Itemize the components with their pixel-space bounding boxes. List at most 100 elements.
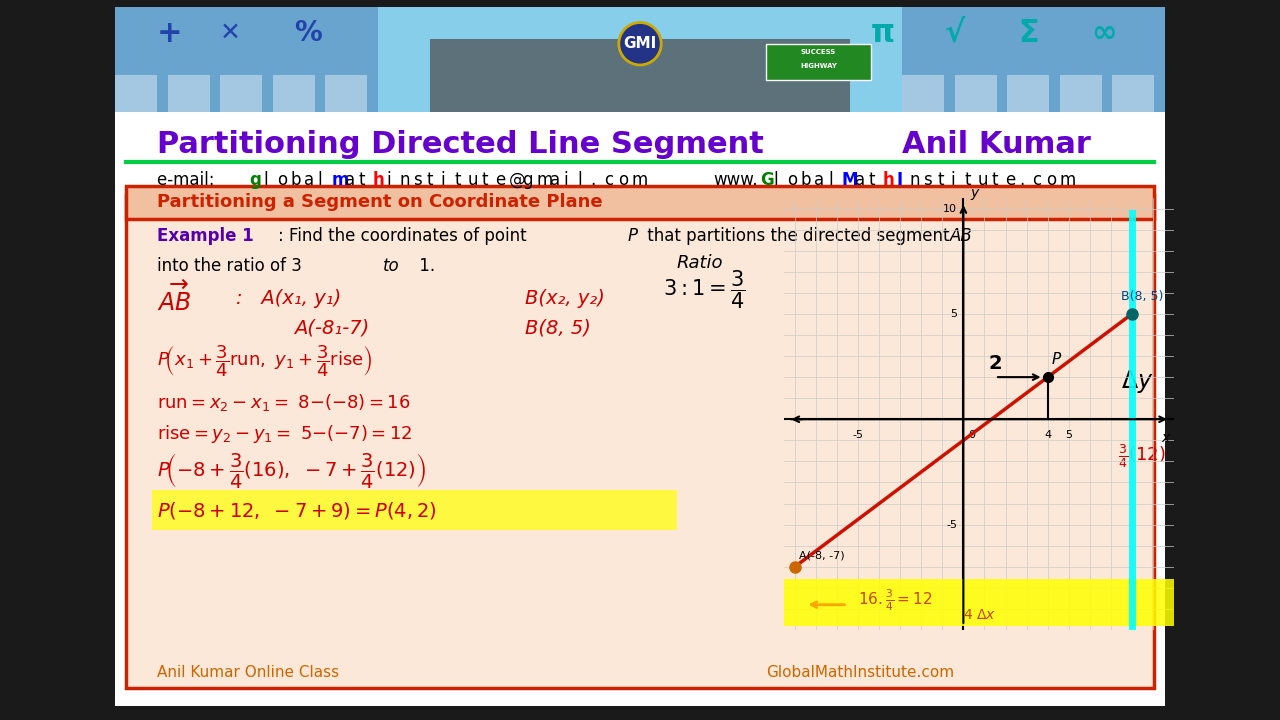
Text: i: i (563, 171, 568, 189)
Text: 5: 5 (950, 309, 957, 319)
Text: u: u (978, 171, 988, 189)
Text: s: s (923, 171, 932, 189)
Bar (325, 75, 367, 112)
Text: y: y (970, 186, 979, 200)
Text: B(x₂, y₂): B(x₂, y₂) (525, 289, 604, 308)
Text: Ratio: Ratio (677, 254, 723, 272)
Text: x: x (1161, 431, 1170, 445)
Text: M: M (841, 171, 858, 189)
Text: $3:1=\dfrac{3}{4}$: $3:1=\dfrac{3}{4}$ (663, 269, 746, 311)
Text: Anil Kumar Online Class: Anil Kumar Online Class (157, 665, 339, 680)
Text: a: a (855, 171, 865, 189)
Bar (1060, 75, 1102, 112)
Text: c: c (1033, 171, 1042, 189)
Text: $\frac{3}{4}(12)$: $\frac{3}{4}(12)$ (1117, 442, 1165, 470)
Text: o: o (1046, 171, 1056, 189)
Text: m: m (332, 171, 348, 189)
Text: to: to (383, 257, 399, 275)
Text: l: l (773, 171, 778, 189)
Text: 0: 0 (969, 430, 975, 440)
Text: GMI: GMI (623, 36, 657, 51)
Text: G: G (759, 171, 773, 189)
Text: Example 1: Example 1 (157, 228, 253, 246)
Text: l: l (577, 171, 581, 189)
Text: $P\!\left(x_1+\dfrac{3}{4}\mathrm{run},\ y_1+\dfrac{3}{4}\mathrm{rise}\right)$: $P\!\left(x_1+\dfrac{3}{4}\mathrm{run},\… (157, 343, 372, 379)
Bar (1112, 75, 1155, 112)
Text: A(-8₁-7): A(-8₁-7) (293, 319, 369, 338)
Text: +: + (157, 19, 183, 48)
Text: i: i (951, 171, 955, 189)
Text: I: I (896, 171, 902, 189)
Text: h: h (372, 171, 384, 189)
Text: : Find the coordinates of point: : Find the coordinates of point (278, 228, 531, 246)
Text: c: c (604, 171, 613, 189)
Text: a: a (549, 171, 559, 189)
Text: h: h (882, 171, 895, 189)
Text: a: a (814, 171, 824, 189)
Text: $16.\frac{3}{4}=12$: $16.\frac{3}{4}=12$ (858, 588, 933, 613)
Text: t: t (428, 171, 434, 189)
Text: g: g (522, 171, 532, 189)
Text: t: t (992, 171, 998, 189)
Text: .: . (1019, 171, 1024, 189)
Text: m: m (631, 171, 648, 189)
Text: B(8, 5): B(8, 5) (1121, 290, 1164, 303)
Text: i: i (440, 171, 445, 189)
Text: t: t (869, 171, 876, 189)
Text: :   A(x₁, y₁): : A(x₁, y₁) (236, 289, 342, 308)
Text: P: P (1052, 351, 1061, 366)
Text: www.: www. (713, 171, 758, 189)
Text: u: u (468, 171, 479, 189)
Text: t: t (481, 171, 488, 189)
Text: a: a (346, 171, 355, 189)
Text: ∞: ∞ (1092, 19, 1116, 48)
Text: that partitions the directed segment: that partitions the directed segment (643, 228, 955, 246)
Text: Anil Kumar: Anil Kumar (902, 130, 1092, 159)
Text: 5: 5 (1065, 430, 1073, 440)
Text: o: o (787, 171, 797, 189)
Text: Partitioning a Segment on Coordinate Plane: Partitioning a Segment on Coordinate Pla… (157, 194, 603, 212)
Text: o: o (618, 171, 628, 189)
Text: s: s (413, 171, 422, 189)
Text: l: l (317, 171, 323, 189)
Text: m: m (1060, 171, 1076, 189)
Text: g: g (250, 171, 261, 189)
Text: t: t (358, 171, 365, 189)
Text: GlobalMathInstitute.com: GlobalMathInstitute.com (765, 665, 954, 680)
Text: π: π (870, 19, 895, 48)
Text: Σ: Σ (1018, 19, 1038, 48)
Text: t: t (964, 171, 970, 189)
Text: -5: -5 (852, 430, 864, 440)
Text: t: t (937, 171, 943, 189)
Bar (430, 38, 850, 112)
Text: $P\!\left(-8+\dfrac{3}{4}(16),\ -7+\dfrac{3}{4}(12)\right)$: $P\!\left(-8+\dfrac{3}{4}(16),\ -7+\dfra… (157, 451, 426, 490)
Bar (115, 75, 157, 112)
Bar (115, 7, 378, 112)
Text: l: l (828, 171, 832, 189)
Text: 1.: 1. (415, 257, 435, 275)
Text: $4\ \Delta x$: $4\ \Delta x$ (964, 608, 997, 623)
Text: $\mathrm{run} = x_2 - x_1 =\ 8{-}({-}8) = 16$: $\mathrm{run} = x_2 - x_1 =\ 8{-}({-}8) … (157, 392, 411, 413)
Text: .: . (590, 171, 596, 189)
Text: -5: -5 (946, 520, 957, 530)
Bar (168, 75, 210, 112)
Text: l: l (264, 171, 268, 189)
Text: into the ratio of 3: into the ratio of 3 (157, 257, 307, 275)
Text: o: o (276, 171, 287, 189)
Text: %: % (293, 19, 321, 48)
Text: $P(-8+12,\ -7+9) = P(4,2)$: $P(-8+12,\ -7+9) = P(4,2)$ (157, 500, 436, 521)
Text: @: @ (509, 171, 525, 189)
Bar (220, 75, 262, 112)
Text: i: i (387, 171, 390, 189)
Text: $\Delta y$: $\Delta y$ (1121, 369, 1153, 395)
Bar (273, 75, 315, 112)
Bar (785, 580, 1185, 626)
Bar (152, 490, 677, 531)
Text: $\overrightarrow{AB}$: $\overrightarrow{AB}$ (157, 281, 192, 316)
Text: e: e (1005, 171, 1015, 189)
Text: a: a (305, 171, 315, 189)
Text: P: P (627, 228, 637, 246)
Bar (1007, 75, 1050, 112)
Text: n: n (910, 171, 920, 189)
Bar (902, 75, 945, 112)
